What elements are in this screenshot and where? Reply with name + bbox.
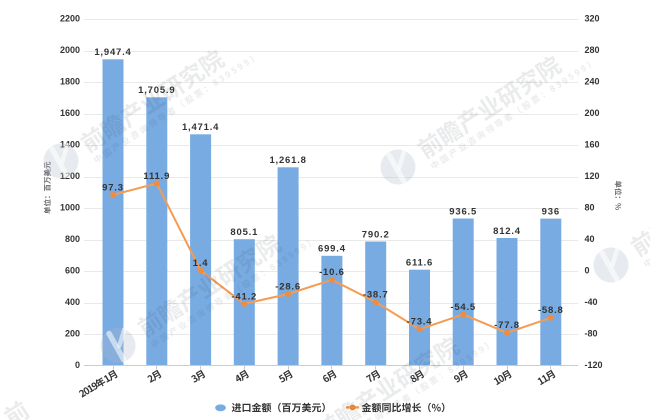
svg-text:320: 320 bbox=[585, 14, 600, 24]
svg-text:-58.8: -58.8 bbox=[538, 305, 564, 316]
svg-text:1,471.4: 1,471.4 bbox=[182, 122, 219, 133]
svg-text:-38.7: -38.7 bbox=[363, 289, 389, 300]
svg-text:1,947.4: 1,947.4 bbox=[94, 47, 131, 58]
svg-text:240: 240 bbox=[585, 77, 600, 87]
svg-text:611.6: 611.6 bbox=[406, 258, 433, 269]
svg-text:97.3: 97.3 bbox=[102, 182, 124, 193]
svg-text:-73.4: -73.4 bbox=[407, 317, 433, 328]
svg-text:280: 280 bbox=[585, 45, 600, 55]
svg-text:-120: -120 bbox=[585, 360, 603, 370]
svg-text:1,705.9: 1,705.9 bbox=[138, 85, 175, 96]
svg-text:111.9: 111.9 bbox=[143, 171, 170, 182]
svg-text:936.5: 936.5 bbox=[449, 206, 477, 217]
svg-text:160: 160 bbox=[585, 140, 600, 150]
svg-text:936: 936 bbox=[542, 206, 560, 217]
svg-text:699.4: 699.4 bbox=[318, 244, 346, 255]
svg-text:-10.6: -10.6 bbox=[319, 267, 345, 278]
svg-text:800: 800 bbox=[65, 234, 80, 244]
svg-text:2200: 2200 bbox=[60, 14, 80, 24]
svg-text:0: 0 bbox=[585, 266, 590, 276]
svg-text:200: 200 bbox=[65, 329, 80, 339]
svg-text:-77.8: -77.8 bbox=[494, 320, 520, 331]
svg-text:-80: -80 bbox=[585, 329, 598, 339]
svg-text:1000: 1000 bbox=[60, 203, 80, 213]
svg-text:1.4: 1.4 bbox=[193, 258, 209, 269]
svg-text:80: 80 bbox=[585, 203, 595, 213]
svg-text:1400: 1400 bbox=[60, 140, 80, 150]
svg-text:1,261.8: 1,261.8 bbox=[269, 155, 306, 166]
svg-text:400: 400 bbox=[65, 297, 80, 307]
svg-text:1200: 1200 bbox=[60, 171, 80, 181]
svg-text:1600: 1600 bbox=[60, 108, 80, 118]
svg-text:790.2: 790.2 bbox=[362, 229, 390, 240]
svg-text:40: 40 bbox=[585, 234, 595, 244]
svg-text:-54.5: -54.5 bbox=[450, 302, 476, 313]
svg-text:120: 120 bbox=[585, 171, 600, 181]
svg-text:1800: 1800 bbox=[60, 77, 80, 87]
svg-text:200: 200 bbox=[585, 108, 600, 118]
svg-text:-28.6: -28.6 bbox=[275, 281, 301, 292]
svg-text:600: 600 bbox=[65, 266, 80, 276]
svg-text:812.4: 812.4 bbox=[493, 226, 521, 237]
svg-text:805.1: 805.1 bbox=[230, 227, 258, 238]
svg-text:2000: 2000 bbox=[60, 45, 80, 55]
svg-text:-41.2: -41.2 bbox=[231, 291, 257, 302]
svg-text:-40: -40 bbox=[585, 297, 598, 307]
svg-text:0: 0 bbox=[75, 360, 80, 370]
